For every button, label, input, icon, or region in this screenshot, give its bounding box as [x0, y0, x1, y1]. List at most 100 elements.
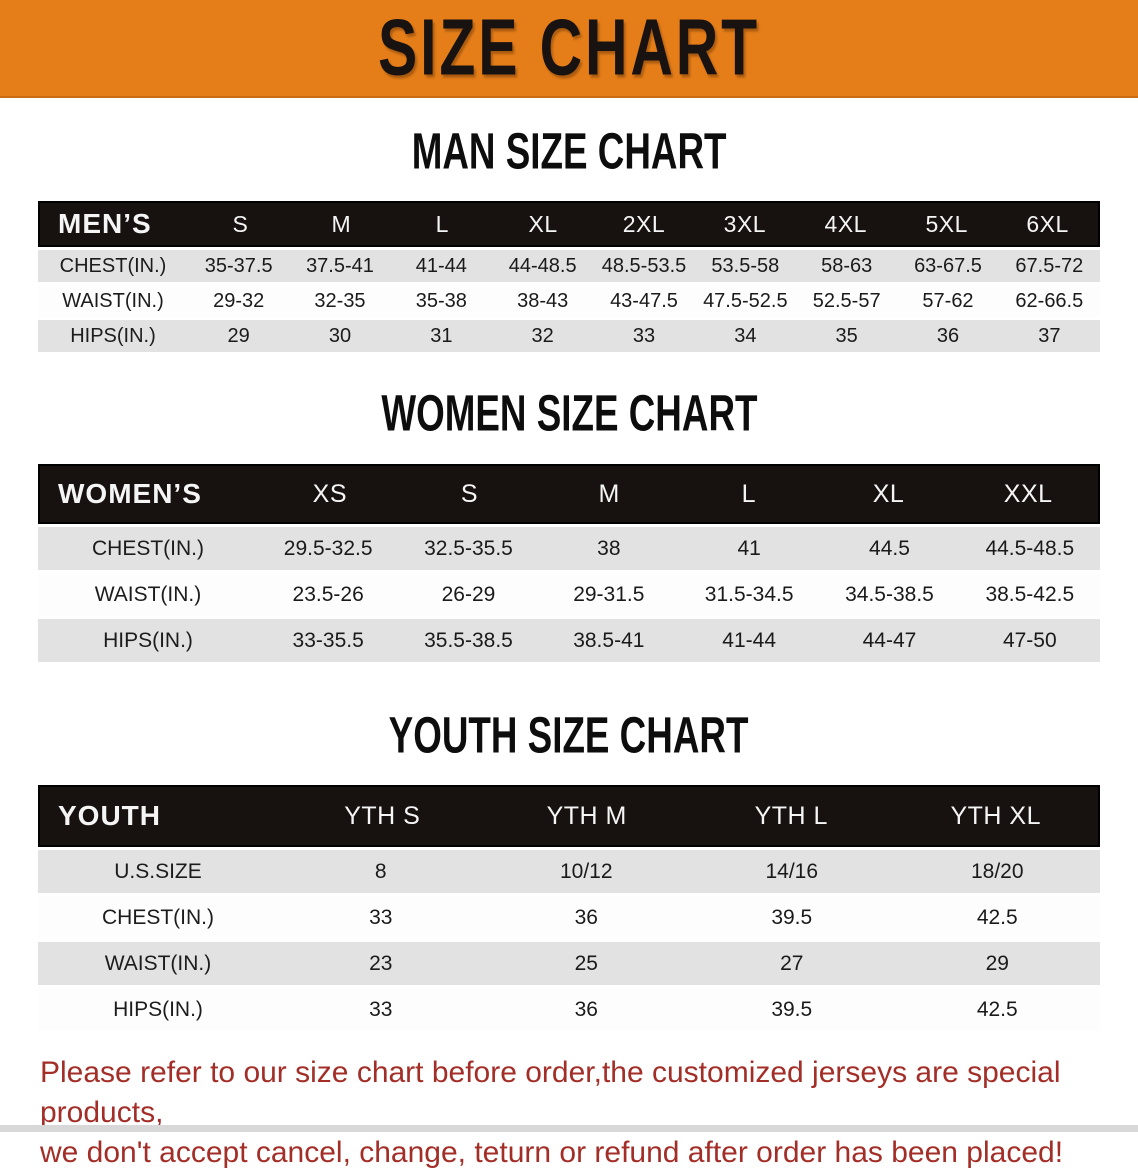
row-label-cell: WAIST(IN.) — [94, 582, 202, 606]
value-cell: 33 — [369, 905, 393, 929]
women-section-heading-text: WOMEN SIZE CHART — [380, 385, 758, 443]
value-cell: 30 — [328, 324, 352, 347]
column-header-cell: XS — [312, 479, 347, 508]
table-row: HIPS(IN.) 33-35.5 35.5-38.5 38.5-41 41-44 44-… — [38, 619, 1100, 662]
column-header-cell: M — [331, 210, 352, 237]
value-cell: 67.5-72 — [1015, 254, 1084, 277]
banner-title: SIZE CHART — [378, 3, 760, 93]
table-row: WAIST(IN.) 29-32 32-35 35-38 38-43 43-47.5 47.… — [38, 285, 1100, 317]
value-cell: 44.5 — [869, 536, 910, 560]
value-cell: 33 — [632, 324, 656, 347]
value-cell: 27 — [780, 951, 804, 975]
value-cell: 23.5-26 — [292, 582, 364, 606]
youth-size-table: YOUTH YTH S YTH M YTH L YTH XL U.S.SIZE 8 10/12… — [38, 785, 1100, 1031]
table-corner-label: YOUTH — [58, 800, 161, 831]
column-header-cell: XL — [872, 479, 905, 508]
table-row: WAIST(IN.) 23.5-26 26-29 29-31.5 31.5-34.5 34… — [38, 573, 1100, 616]
value-cell: 32.5-35.5 — [424, 536, 513, 560]
column-header-cell: YTH XL — [950, 801, 1042, 830]
value-cell: 25 — [574, 951, 598, 975]
value-cell: 8 — [374, 859, 387, 883]
table-row: HIPS(IN.) 29 30 31 32 33 34 35 36 37 — [38, 320, 1100, 352]
column-header-cell: L — [435, 210, 449, 237]
column-header-cell: 3XL — [723, 210, 767, 237]
value-cell: 37 — [1038, 324, 1061, 347]
women-size-table: WOMEN’S XS S M L XL XXL CHEST(IN.) 29.5-32.5 32.5… — [38, 464, 1100, 662]
column-header-cell: YTH S — [344, 801, 421, 830]
value-cell: 35-37.5 — [204, 254, 273, 277]
value-cell: 26-29 — [441, 582, 496, 606]
value-cell: 44.5-48.5 — [985, 536, 1075, 560]
value-cell: 57-62 — [922, 289, 974, 312]
table-header-row: WOMEN’S XS S M L XL XXL — [38, 464, 1100, 524]
value-cell: 53.5-58 — [711, 254, 780, 277]
table-row: HIPS(IN.) 33 36 39.5 42.5 — [38, 988, 1100, 1031]
value-cell: 31.5-34.5 — [704, 582, 794, 606]
value-cell: 31 — [430, 324, 453, 347]
value-cell: 29-31.5 — [573, 582, 645, 606]
table-row: CHEST(IN.) 33 36 39.5 42.5 — [38, 896, 1100, 939]
value-cell: 36 — [574, 905, 598, 929]
value-cell: 36 — [574, 997, 598, 1021]
value-cell: 29-32 — [213, 289, 265, 312]
row-label-cell: CHEST(IN.) — [92, 536, 204, 560]
value-cell: 52.5-57 — [812, 289, 881, 312]
column-header-cell: XXL — [1003, 479, 1053, 508]
men-section-heading-text: MAN SIZE CHART — [411, 123, 727, 181]
value-cell: 23 — [369, 951, 393, 975]
value-cell: 38-43 — [517, 289, 569, 312]
disclaimer-line-2: we don't accept cancel, change, teturn o… — [40, 1136, 1064, 1169]
value-cell: 41-44 — [415, 254, 467, 277]
value-cell: 41-44 — [722, 628, 777, 652]
value-cell: 44-48.5 — [508, 254, 577, 277]
value-cell: 43-47.5 — [610, 289, 678, 312]
table-header-row: MEN’S S M L XL 2XL 3XL 4XL 5XL 6XL — [38, 201, 1100, 247]
column-header-cell: L — [741, 479, 757, 508]
value-cell: 32-35 — [314, 289, 366, 312]
row-label-cell: U.S.SIZE — [114, 859, 202, 883]
value-cell: 29 — [227, 324, 250, 347]
row-label-cell: HIPS(IN.) — [103, 628, 193, 652]
disclaimer-text: Please refer to our size chart before or… — [40, 1053, 1108, 1173]
column-header-cell: S — [232, 210, 249, 237]
value-cell: 38 — [597, 536, 621, 560]
value-cell: 35.5-38.5 — [424, 628, 513, 652]
column-header-cell: XL — [528, 210, 558, 237]
value-cell: 39.5 — [771, 997, 813, 1021]
value-cell: 39.5 — [771, 905, 813, 929]
column-header-cell: YTH L — [754, 801, 828, 830]
column-header-cell: M — [598, 479, 620, 508]
value-cell: 33 — [369, 997, 393, 1021]
row-label-cell: HIPS(IN.) — [113, 997, 203, 1021]
table-row: WAIST(IN.) 23 25 27 29 — [38, 942, 1100, 985]
women-section-heading: WOMEN SIZE CHART — [0, 386, 1138, 442]
row-label-cell: CHEST(IN.) — [59, 254, 167, 277]
row-label-cell: WAIST(IN.) — [62, 289, 164, 312]
table-row: CHEST(IN.) 35-37.5 37.5-41 41-44 44-48.5 48.5… — [38, 250, 1100, 282]
table-row: U.S.SIZE 8 10/12 14/16 18/20 — [38, 850, 1100, 893]
column-header-cell: 6XL — [1026, 210, 1069, 237]
column-header-cell: YTH M — [546, 801, 627, 830]
column-header-cell: 4XL — [824, 210, 867, 237]
youth-section-heading-text: YOUTH SIZE CHART — [389, 707, 749, 765]
value-cell: 34 — [734, 324, 757, 347]
men-size-table: MEN’S S M L XL 2XL 3XL 4XL 5XL 6XL CHEST(IN.) 35-37… — [38, 201, 1100, 352]
column-header-cell: 2XL — [622, 210, 666, 237]
value-cell: 29.5-32.5 — [283, 536, 373, 560]
value-cell: 35 — [835, 324, 858, 347]
value-cell: 62-66.5 — [1015, 289, 1084, 312]
value-cell: 34.5-38.5 — [845, 582, 934, 606]
row-label-cell: WAIST(IN.) — [104, 951, 212, 975]
value-cell: 33-35.5 — [292, 628, 364, 652]
table-header-row: YOUTH YTH S YTH M YTH L YTH XL — [38, 785, 1100, 847]
value-cell: 32 — [531, 324, 554, 347]
value-cell: 38.5-42.5 — [985, 582, 1075, 606]
value-cell: 10/12 — [559, 859, 613, 883]
column-header-cell: 5XL — [925, 210, 968, 237]
value-cell: 38.5-41 — [573, 628, 645, 652]
value-cell: 44-47 — [862, 628, 917, 652]
value-cell: 42.5 — [976, 997, 1018, 1021]
table-corner-label: MEN’S — [58, 208, 152, 239]
value-cell: 48.5-53.5 — [601, 254, 687, 277]
column-header-cell: S — [460, 479, 479, 508]
